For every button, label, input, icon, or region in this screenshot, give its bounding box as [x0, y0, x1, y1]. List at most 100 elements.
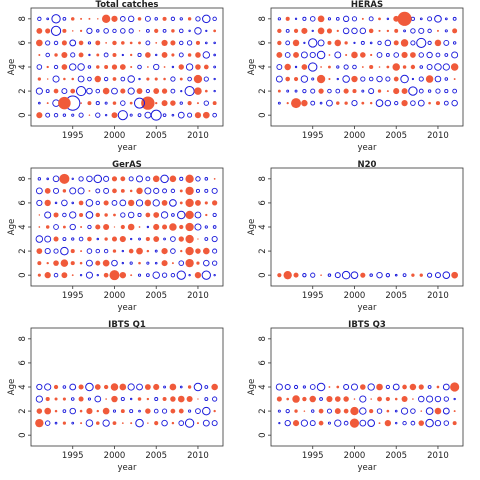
positive-residual-bubble	[194, 87, 202, 95]
plot-frame	[30, 7, 224, 127]
positive-residual-bubble	[154, 77, 158, 81]
negative-residual-bubble	[434, 63, 442, 71]
negative-residual-bubble	[112, 28, 117, 34]
positive-residual-bubble	[203, 64, 209, 70]
negative-residual-bubble	[403, 29, 406, 33]
negative-residual-bubble	[170, 272, 176, 278]
negative-residual-bubble	[85, 271, 93, 279]
negative-residual-bubble	[45, 112, 51, 118]
negative-residual-bubble	[204, 237, 209, 241]
negative-residual-bubble	[284, 52, 291, 58]
negative-residual-bubble	[51, 14, 61, 24]
negative-residual-bubble	[50, 25, 62, 36]
negative-residual-bubble	[284, 420, 291, 427]
x-tick-label: 2005	[385, 291, 407, 301]
negative-residual-bubble	[61, 88, 68, 95]
negative-residual-bubble	[195, 176, 201, 182]
negative-residual-bubble	[327, 273, 332, 277]
negative-residual-bubble	[351, 100, 358, 107]
negative-residual-bubble	[146, 225, 150, 229]
negative-residual-bubble	[316, 50, 326, 60]
negative-residual-bubble	[87, 224, 92, 230]
negative-residual-bubble	[120, 28, 126, 34]
positive-residual-bubble	[195, 64, 201, 70]
positive-residual-bubble	[119, 271, 127, 279]
positive-residual-bubble	[301, 99, 308, 107]
negative-residual-bubble	[277, 409, 281, 413]
positive-residual-bubble	[62, 225, 66, 229]
negative-residual-bubble	[176, 270, 186, 280]
negative-residual-bubble	[351, 27, 358, 35]
negative-residual-bubble	[144, 15, 151, 22]
positive-residual-bubble	[38, 214, 41, 216]
negative-residual-bubble	[343, 384, 350, 390]
positive-residual-bubble	[452, 28, 458, 34]
negative-residual-bubble	[179, 101, 183, 105]
positive-residual-bubble	[145, 212, 151, 218]
negative-residual-bubble	[129, 261, 133, 265]
negative-residual-bubble	[327, 88, 332, 94]
positive-residual-bubble	[205, 213, 208, 217]
positive-residual-bubble	[136, 187, 143, 195]
positive-residual-bubble	[111, 112, 118, 119]
positive-residual-bubble	[203, 247, 210, 255]
positive-residual-bubble	[351, 75, 358, 83]
positive-residual-bubble	[46, 261, 49, 265]
positive-residual-bubble	[179, 224, 184, 230]
positive-residual-bubble	[328, 77, 331, 81]
positive-residual-bubble	[53, 212, 59, 218]
negative-residual-bubble	[394, 273, 398, 277]
y-tick-label: 6	[18, 200, 28, 205]
x-tick-label: 1995	[62, 131, 84, 141]
positive-residual-bubble	[38, 53, 41, 56]
negative-residual-bubble	[154, 17, 158, 21]
negative-residual-bubble	[77, 63, 85, 71]
positive-residual-bubble	[384, 419, 392, 427]
positive-residual-bubble	[87, 101, 92, 106]
negative-residual-bubble	[204, 225, 208, 229]
positive-residual-bubble	[170, 396, 176, 402]
positive-residual-bubble	[386, 90, 389, 93]
positive-residual-bubble	[402, 65, 407, 69]
positive-residual-bubble	[171, 262, 174, 265]
positive-residual-bubble	[144, 199, 152, 207]
positive-residual-bubble	[112, 40, 117, 46]
negative-residual-bubble	[120, 212, 126, 218]
x-axis-label: year	[118, 303, 137, 313]
negative-residual-bubble	[392, 383, 400, 391]
negative-residual-bubble	[134, 97, 146, 109]
negative-residual-bubble	[275, 383, 283, 391]
negative-residual-bubble	[152, 271, 160, 279]
negative-residual-bubble	[418, 76, 424, 82]
positive-residual-bubble	[425, 75, 434, 83]
negative-residual-bubble	[93, 174, 103, 184]
x-tick-label: 2000	[104, 451, 126, 461]
negative-residual-bubble	[71, 237, 75, 241]
negative-residual-bubble	[319, 397, 323, 401]
positive-residual-bubble	[80, 17, 83, 20]
negative-residual-bubble	[352, 64, 357, 70]
positive-residual-bubble	[178, 64, 184, 70]
negative-residual-bubble	[418, 52, 424, 58]
negative-residual-bubble	[103, 187, 110, 194]
negative-residual-bubble	[284, 384, 291, 390]
y-tick-label: 0	[18, 432, 28, 437]
negative-residual-bubble	[95, 112, 101, 118]
x-tick-label: 1995	[62, 451, 84, 461]
negative-residual-bubble	[77, 75, 85, 83]
positive-residual-bubble	[401, 100, 408, 107]
positive-residual-bubble	[213, 177, 216, 180]
negative-residual-bubble	[45, 40, 51, 46]
y-tick-label: 0	[258, 432, 268, 437]
positive-residual-bubble	[161, 200, 168, 206]
negative-residual-bubble	[359, 27, 367, 35]
negative-residual-bubble	[44, 211, 52, 219]
negative-residual-bubble	[211, 260, 218, 266]
negative-residual-bubble	[202, 406, 211, 416]
negative-residual-bubble	[37, 16, 42, 22]
negative-residual-bubble	[334, 419, 342, 427]
positive-residual-bubble	[146, 397, 150, 401]
x-axis-label: year	[358, 143, 377, 153]
negative-residual-bubble	[285, 408, 290, 414]
negative-residual-bubble	[434, 272, 441, 279]
